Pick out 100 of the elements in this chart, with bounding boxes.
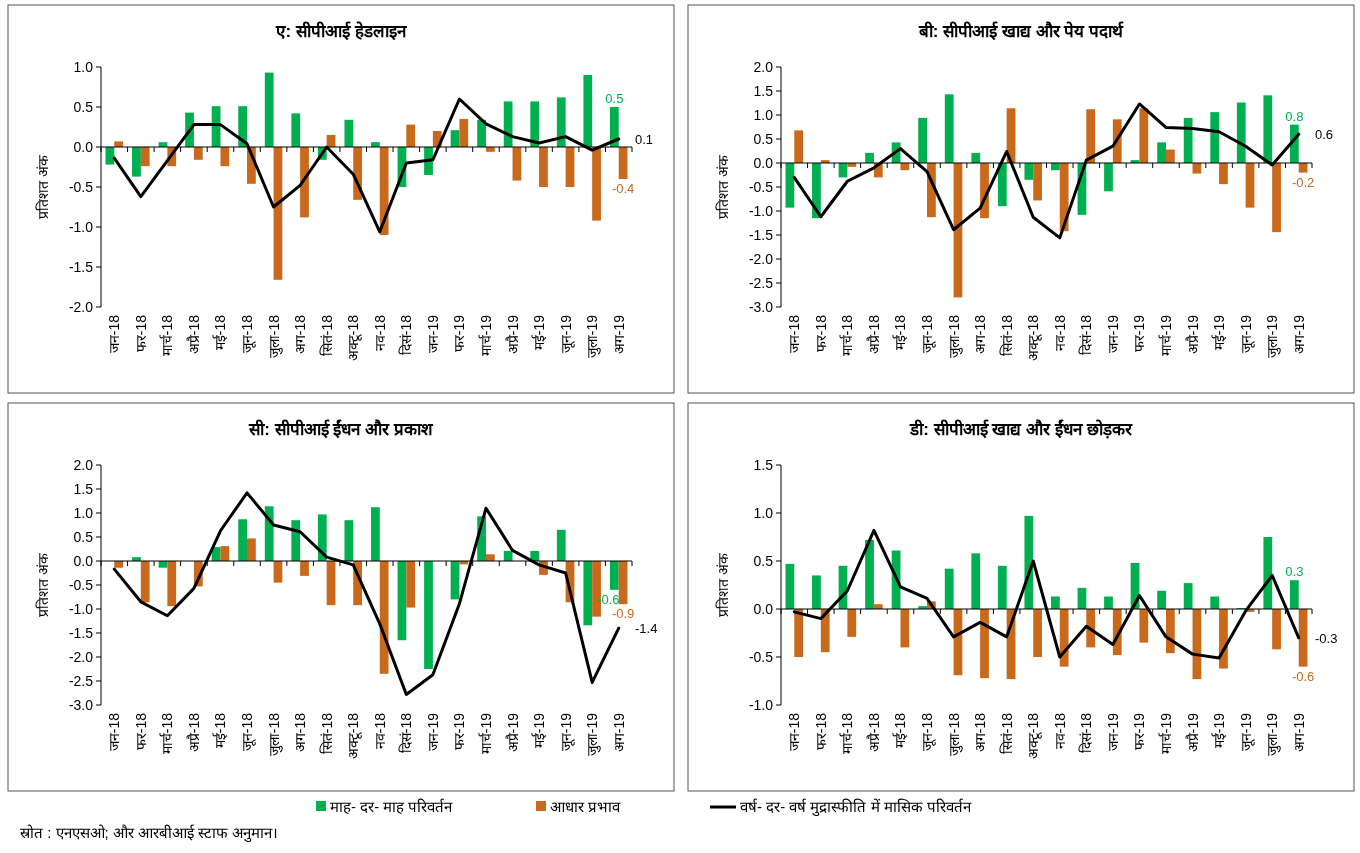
x-tick-label: अक्टू-18: [345, 314, 363, 362]
y-tick-label: -1.0: [68, 219, 94, 235]
x-tick-label: अप्रै-19: [504, 314, 521, 355]
y-tick-label: 0.0: [73, 553, 94, 569]
x-tick-label: अग-18: [972, 314, 989, 355]
legend-label: वर्ष- दर- वर्ष मुद्रास्फीति में मासिक परिवर्तन: [740, 798, 972, 817]
x-tick-label: जून-19: [557, 314, 575, 354]
x-tick-label: अप्रै-19: [1184, 314, 1201, 355]
chart-title: डी: सीपीआई खाद्य और ईंधन छोड़कर: [909, 419, 1133, 439]
y-tick-label: -1.0: [748, 697, 774, 713]
x-tick-label: जून-18: [919, 314, 937, 354]
x-tick-label: जन-18: [106, 712, 123, 752]
y-tick-label: 0.5: [753, 553, 774, 569]
y-tick-label: -2.5: [748, 275, 774, 291]
y-tick-label: -1.0: [748, 203, 774, 219]
x-tick-label: मार्च-18: [159, 712, 176, 755]
x-tick-label: दिसं-18: [1078, 712, 1095, 754]
x-tick-label: जुला-19: [584, 314, 602, 359]
x-tick-label: जन-18: [786, 712, 803, 752]
x-tick-label: अक्टू-18: [1025, 712, 1043, 760]
x-tick-label: दिसं-18: [398, 712, 415, 754]
y-tick-label: 0.5: [73, 529, 94, 545]
x-tick-label: मार्च-18: [159, 314, 176, 357]
x-tick-label: सितं-18: [998, 712, 1015, 755]
x-tick-label: मई-18: [212, 314, 229, 351]
data-label: 0.8: [1285, 108, 1304, 124]
x-tick-label: सितं-18: [318, 712, 335, 755]
y-tick-label: -0.5: [748, 179, 774, 195]
x-tick-label: अक्टू-18: [345, 712, 363, 760]
y-tick-label: 1.5: [753, 457, 774, 473]
x-tick-label: मार्च-19: [1157, 314, 1174, 357]
y-axis-title: प्रतिशत अंक: [35, 553, 51, 617]
x-tick-label: जून-19: [1237, 712, 1255, 752]
x-tick-label: जुला-19: [1264, 712, 1282, 757]
data-label: -0.2: [1291, 174, 1315, 190]
x-tick-label: मई-19: [531, 712, 548, 749]
x-tick-label: जुला-18: [265, 314, 283, 359]
x-tick-label: मार्च-18: [839, 712, 856, 755]
y-tick-label: -3.0: [68, 697, 94, 713]
y-axis-title: प्रतिशत अंक: [35, 155, 51, 219]
x-tick-label: फर-19: [1131, 712, 1148, 751]
chart-title: ए: सीपीआई हेडलाइन: [275, 21, 407, 41]
x-tick-label: अग-18: [972, 712, 989, 753]
y-tick-label: -2.0: [748, 251, 774, 267]
x-tick-label: अग-19: [1290, 314, 1307, 355]
data-label: -1.4: [635, 621, 658, 637]
x-tick-label: नव-18: [1051, 314, 1068, 352]
data-label: -0.9: [611, 606, 635, 622]
x-tick-label: मई-19: [531, 314, 548, 351]
data-label: -0.3: [1315, 630, 1338, 646]
x-tick-label: जून-19: [1237, 314, 1255, 354]
x-tick-label: फर-18: [812, 314, 829, 353]
data-label: -0.6: [1291, 668, 1315, 684]
x-tick-label: जून-19: [557, 712, 575, 752]
x-tick-label: अप्रै-18: [185, 712, 202, 753]
y-tick-label: -0.5: [68, 179, 94, 195]
x-tick-label: मार्च-19: [477, 314, 494, 357]
y-tick-label: -2.0: [68, 649, 94, 665]
x-tick-label: मई-19: [1211, 712, 1228, 749]
y-tick-label: -1.5: [68, 625, 94, 641]
y-tick-label: 0.0: [753, 601, 774, 617]
x-tick-label: जुला-19: [584, 712, 602, 757]
x-tick-label: जून-18: [239, 712, 257, 752]
y-tick-label: 2.0: [73, 457, 94, 473]
x-tick-label: मई-18: [212, 712, 229, 749]
x-tick-label: फर-19: [1131, 314, 1148, 353]
data-label: -0.4: [611, 181, 635, 196]
x-tick-label: जून-18: [919, 712, 937, 752]
x-tick-label: अग-19: [1290, 712, 1307, 753]
y-tick-label: -2.0: [68, 299, 94, 315]
x-tick-label: जन-19: [1104, 712, 1121, 752]
x-tick-label: अप्रै-18: [865, 314, 882, 355]
chart-title: बी: सीपीआई खाद्य और पेय पदार्थ: [917, 21, 1125, 41]
x-tick-label: जन-19: [1104, 314, 1121, 354]
x-tick-label: मई-19: [1211, 314, 1228, 351]
data-label: 0.3: [1285, 564, 1304, 580]
data-label: 0.1: [635, 132, 654, 147]
y-tick-label: -1.5: [68, 259, 94, 275]
x-tick-label: नव-18: [1051, 712, 1068, 750]
text: स्रोत : एनएसओ; और आरबीआई स्टाफ अनुमान।: [20, 824, 279, 843]
x-tick-label: फर-18: [812, 712, 829, 751]
x-tick-label: जन-19: [424, 712, 441, 752]
x-tick-label: मई-18: [892, 712, 909, 749]
legend-label: आधार प्रभाव: [550, 798, 622, 815]
y-tick-label: -1.5: [748, 227, 774, 243]
x-tick-label: मई-18: [892, 314, 909, 351]
x-tick-label: जन-18: [786, 314, 803, 354]
data-label: 0.5: [605, 91, 624, 106]
x-tick-label: नव-18: [371, 314, 388, 352]
x-tick-label: अग-19: [610, 314, 627, 355]
x-tick-label: अग-18: [292, 314, 309, 355]
x-tick-label: जुला-18: [265, 712, 283, 757]
y-tick-label: 1.0: [753, 107, 774, 123]
x-tick-label: मार्च-18: [839, 314, 856, 357]
y-tick-label: -3.0: [748, 299, 774, 315]
y-tick-label: -0.5: [68, 577, 94, 593]
y-tick-label: 2.0: [753, 59, 774, 75]
x-tick-label: सितं-18: [318, 314, 335, 357]
x-tick-label: अप्रै-18: [185, 314, 202, 355]
x-tick-label: जन-18: [106, 314, 123, 354]
